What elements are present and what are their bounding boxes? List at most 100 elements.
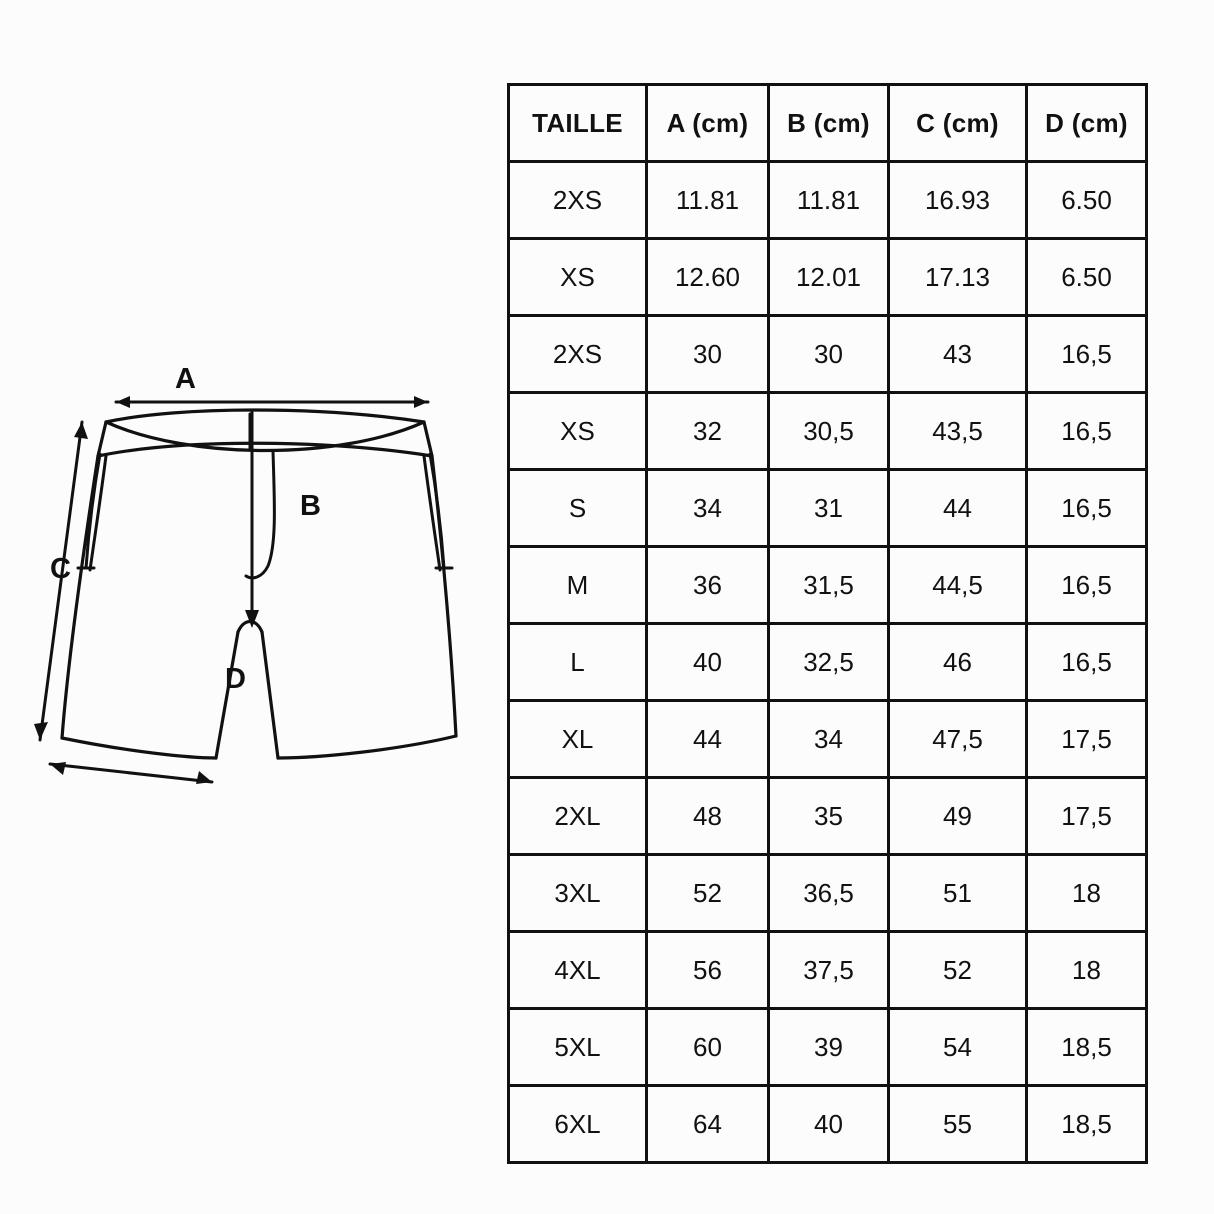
size-cell: 3XL (507, 853, 648, 933)
measure-a-cell: 11.81 (645, 160, 770, 240)
size-cell: 6XL (507, 1084, 648, 1164)
measure-d-cell: 17,5 (1025, 776, 1148, 856)
dimension-label-d: D (225, 663, 246, 695)
measure-b-cell: 11.81 (767, 160, 890, 240)
measure-c-cell: 46 (887, 622, 1028, 702)
measure-b-cell: 32,5 (767, 622, 890, 702)
size-cell: 2XL (507, 776, 648, 856)
measure-d-cell: 16,5 (1025, 391, 1148, 471)
measure-d-cell: 18 (1025, 930, 1148, 1010)
dimension-label-a: A (175, 363, 196, 395)
table-row: XL 44 34 47,5 17,5 (507, 699, 1148, 779)
measure-a-cell: 34 (645, 468, 770, 548)
measure-a-cell: 64 (645, 1084, 770, 1164)
dimension-arrow-a (114, 396, 430, 408)
table-row: 2XL 48 35 49 17,5 (507, 776, 1148, 856)
table-row: 5XL 60 39 54 18,5 (507, 1007, 1148, 1087)
table-body: 2XS 11.81 11.81 16.93 6.50 XS 12.60 12.01 17.13 6… (507, 160, 1148, 1164)
size-table-container: TAILLE A (cm) B (cm) C (cm) D (cm) 2XS 11… (507, 83, 1148, 1164)
dimension-label-c: C (50, 553, 71, 585)
measure-a-cell: 30 (645, 314, 770, 394)
table-header-row: TAILLE A (cm) B (cm) C (cm) D (cm) (507, 83, 1148, 163)
measure-a-cell: 44 (645, 699, 770, 779)
diagram-panel: A B C D (0, 0, 500, 1214)
column-header-b: B (cm) (767, 83, 890, 163)
measure-d-cell: 16,5 (1025, 314, 1148, 394)
size-chart-table: TAILLE A (cm) B (cm) C (cm) D (cm) 2XS 11… (507, 83, 1148, 1164)
measure-b-cell: 30,5 (767, 391, 890, 471)
measure-b-cell: 37,5 (767, 930, 890, 1010)
measure-c-cell: 17.13 (887, 237, 1028, 317)
measure-a-cell: 60 (645, 1007, 770, 1087)
measure-a-cell: 48 (645, 776, 770, 856)
column-header-c: C (cm) (887, 83, 1028, 163)
measure-c-cell: 52 (887, 930, 1028, 1010)
shorts-body-outline (60, 454, 458, 760)
table-row: L 40 32,5 46 16,5 (507, 622, 1148, 702)
table-row: S 34 31 44 16,5 (507, 468, 1148, 548)
table-row: XS 12.60 12.01 17.13 6.50 (507, 237, 1148, 317)
dimension-arrow-b (245, 410, 259, 628)
measure-d-cell: 6.50 (1025, 237, 1148, 317)
measure-b-cell: 34 (767, 699, 890, 779)
table-row: 3XL 52 36,5 51 18 (507, 853, 1148, 933)
measure-d-cell: 16,5 (1025, 468, 1148, 548)
size-cell: 4XL (507, 930, 648, 1010)
left-pocket-detail (76, 452, 108, 572)
size-cell: M (507, 545, 648, 625)
size-cell: 2XS (507, 314, 648, 394)
measure-c-cell: 51 (887, 853, 1028, 933)
measure-a-cell: 32 (645, 391, 770, 471)
size-cell: XS (507, 391, 648, 471)
measure-d-cell: 6.50 (1025, 160, 1148, 240)
table-row: 6XL 64 40 55 18,5 (507, 1084, 1148, 1164)
dimension-label-b: B (300, 490, 321, 522)
fly-detail (244, 450, 276, 580)
measure-b-cell: 31 (767, 468, 890, 548)
table-row: 2XS 30 30 43 16,5 (507, 314, 1148, 394)
measure-c-cell: 16.93 (887, 160, 1028, 240)
column-header-d: D (cm) (1025, 83, 1148, 163)
measure-b-cell: 12.01 (767, 237, 890, 317)
table-row: XS 32 30,5 43,5 16,5 (507, 391, 1148, 471)
size-cell: XL (507, 699, 648, 779)
shorts-technical-drawing (34, 396, 458, 784)
column-header-a: A (cm) (645, 83, 770, 163)
table-row: 4XL 56 37,5 52 18 (507, 930, 1148, 1010)
measure-a-cell: 52 (645, 853, 770, 933)
measure-b-cell: 35 (767, 776, 890, 856)
measure-c-cell: 44 (887, 468, 1028, 548)
measure-b-cell: 36,5 (767, 853, 890, 933)
measure-c-cell: 55 (887, 1084, 1028, 1164)
measure-a-cell: 36 (645, 545, 770, 625)
measure-c-cell: 47,5 (887, 699, 1028, 779)
measure-b-cell: 39 (767, 1007, 890, 1087)
right-pocket-detail (422, 452, 454, 572)
measure-d-cell: 16,5 (1025, 622, 1148, 702)
dimension-arrow-c (34, 420, 88, 742)
shorts-waistband (96, 408, 434, 458)
measure-c-cell: 43 (887, 314, 1028, 394)
measure-d-cell: 18,5 (1025, 1084, 1148, 1164)
measure-c-cell: 44,5 (887, 545, 1028, 625)
table-row: M 36 31,5 44,5 16,5 (507, 545, 1148, 625)
size-cell: S (507, 468, 648, 548)
size-cell: L (507, 622, 648, 702)
measure-a-cell: 56 (645, 930, 770, 1010)
measure-a-cell: 12.60 (645, 237, 770, 317)
measure-c-cell: 43,5 (887, 391, 1028, 471)
measure-d-cell: 18,5 (1025, 1007, 1148, 1087)
measure-a-cell: 40 (645, 622, 770, 702)
measure-d-cell: 16,5 (1025, 545, 1148, 625)
dimension-arrow-d (48, 762, 214, 784)
measure-d-cell: 17,5 (1025, 699, 1148, 779)
measure-c-cell: 54 (887, 1007, 1028, 1087)
table-row: 2XS 11.81 11.81 16.93 6.50 (507, 160, 1148, 240)
measure-b-cell: 30 (767, 314, 890, 394)
table-header: TAILLE A (cm) B (cm) C (cm) D (cm) (507, 83, 1148, 163)
column-header-taille: TAILLE (507, 83, 648, 163)
measure-d-cell: 18 (1025, 853, 1148, 933)
measure-b-cell: 31,5 (767, 545, 890, 625)
measure-b-cell: 40 (767, 1084, 890, 1164)
measure-c-cell: 49 (887, 776, 1028, 856)
